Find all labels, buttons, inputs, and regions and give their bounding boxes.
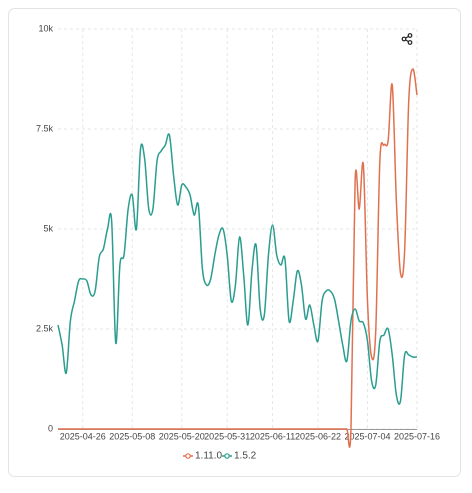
y-tick-label: 2.5k xyxy=(36,323,54,333)
legend-item: 1.5.2 xyxy=(222,451,257,462)
y-tick-label: 5k xyxy=(43,223,53,233)
series-line xyxy=(57,68,418,448)
legend-marker xyxy=(224,453,230,459)
legend-label: 1.11.0 xyxy=(195,451,222,462)
share-icon[interactable] xyxy=(401,33,413,45)
x-tick-label: 2025-05-31 xyxy=(204,431,250,441)
y-tick-label: 10k xyxy=(38,23,53,33)
legend-item: 1.11.0 xyxy=(183,451,222,462)
x-tick-label: 2025-05-08 xyxy=(109,431,155,441)
legend-label: 1.5.2 xyxy=(234,451,257,462)
x-tick-label: 2025-06-22 xyxy=(295,431,341,441)
legend-marker xyxy=(185,453,191,459)
x-tick-label: 2025-07-16 xyxy=(394,431,440,441)
x-tick-label: 2025-04-26 xyxy=(60,431,106,441)
x-tick-label: 2025-05-20 xyxy=(159,431,205,441)
x-tick-label: 2025-07-04 xyxy=(344,431,390,441)
y-tick-label: 0 xyxy=(48,423,53,433)
series-line xyxy=(57,133,418,405)
x-tick-label: 2025-06-11 xyxy=(250,431,295,441)
y-tick-label: 7.5k xyxy=(36,123,54,133)
card xyxy=(8,8,461,477)
